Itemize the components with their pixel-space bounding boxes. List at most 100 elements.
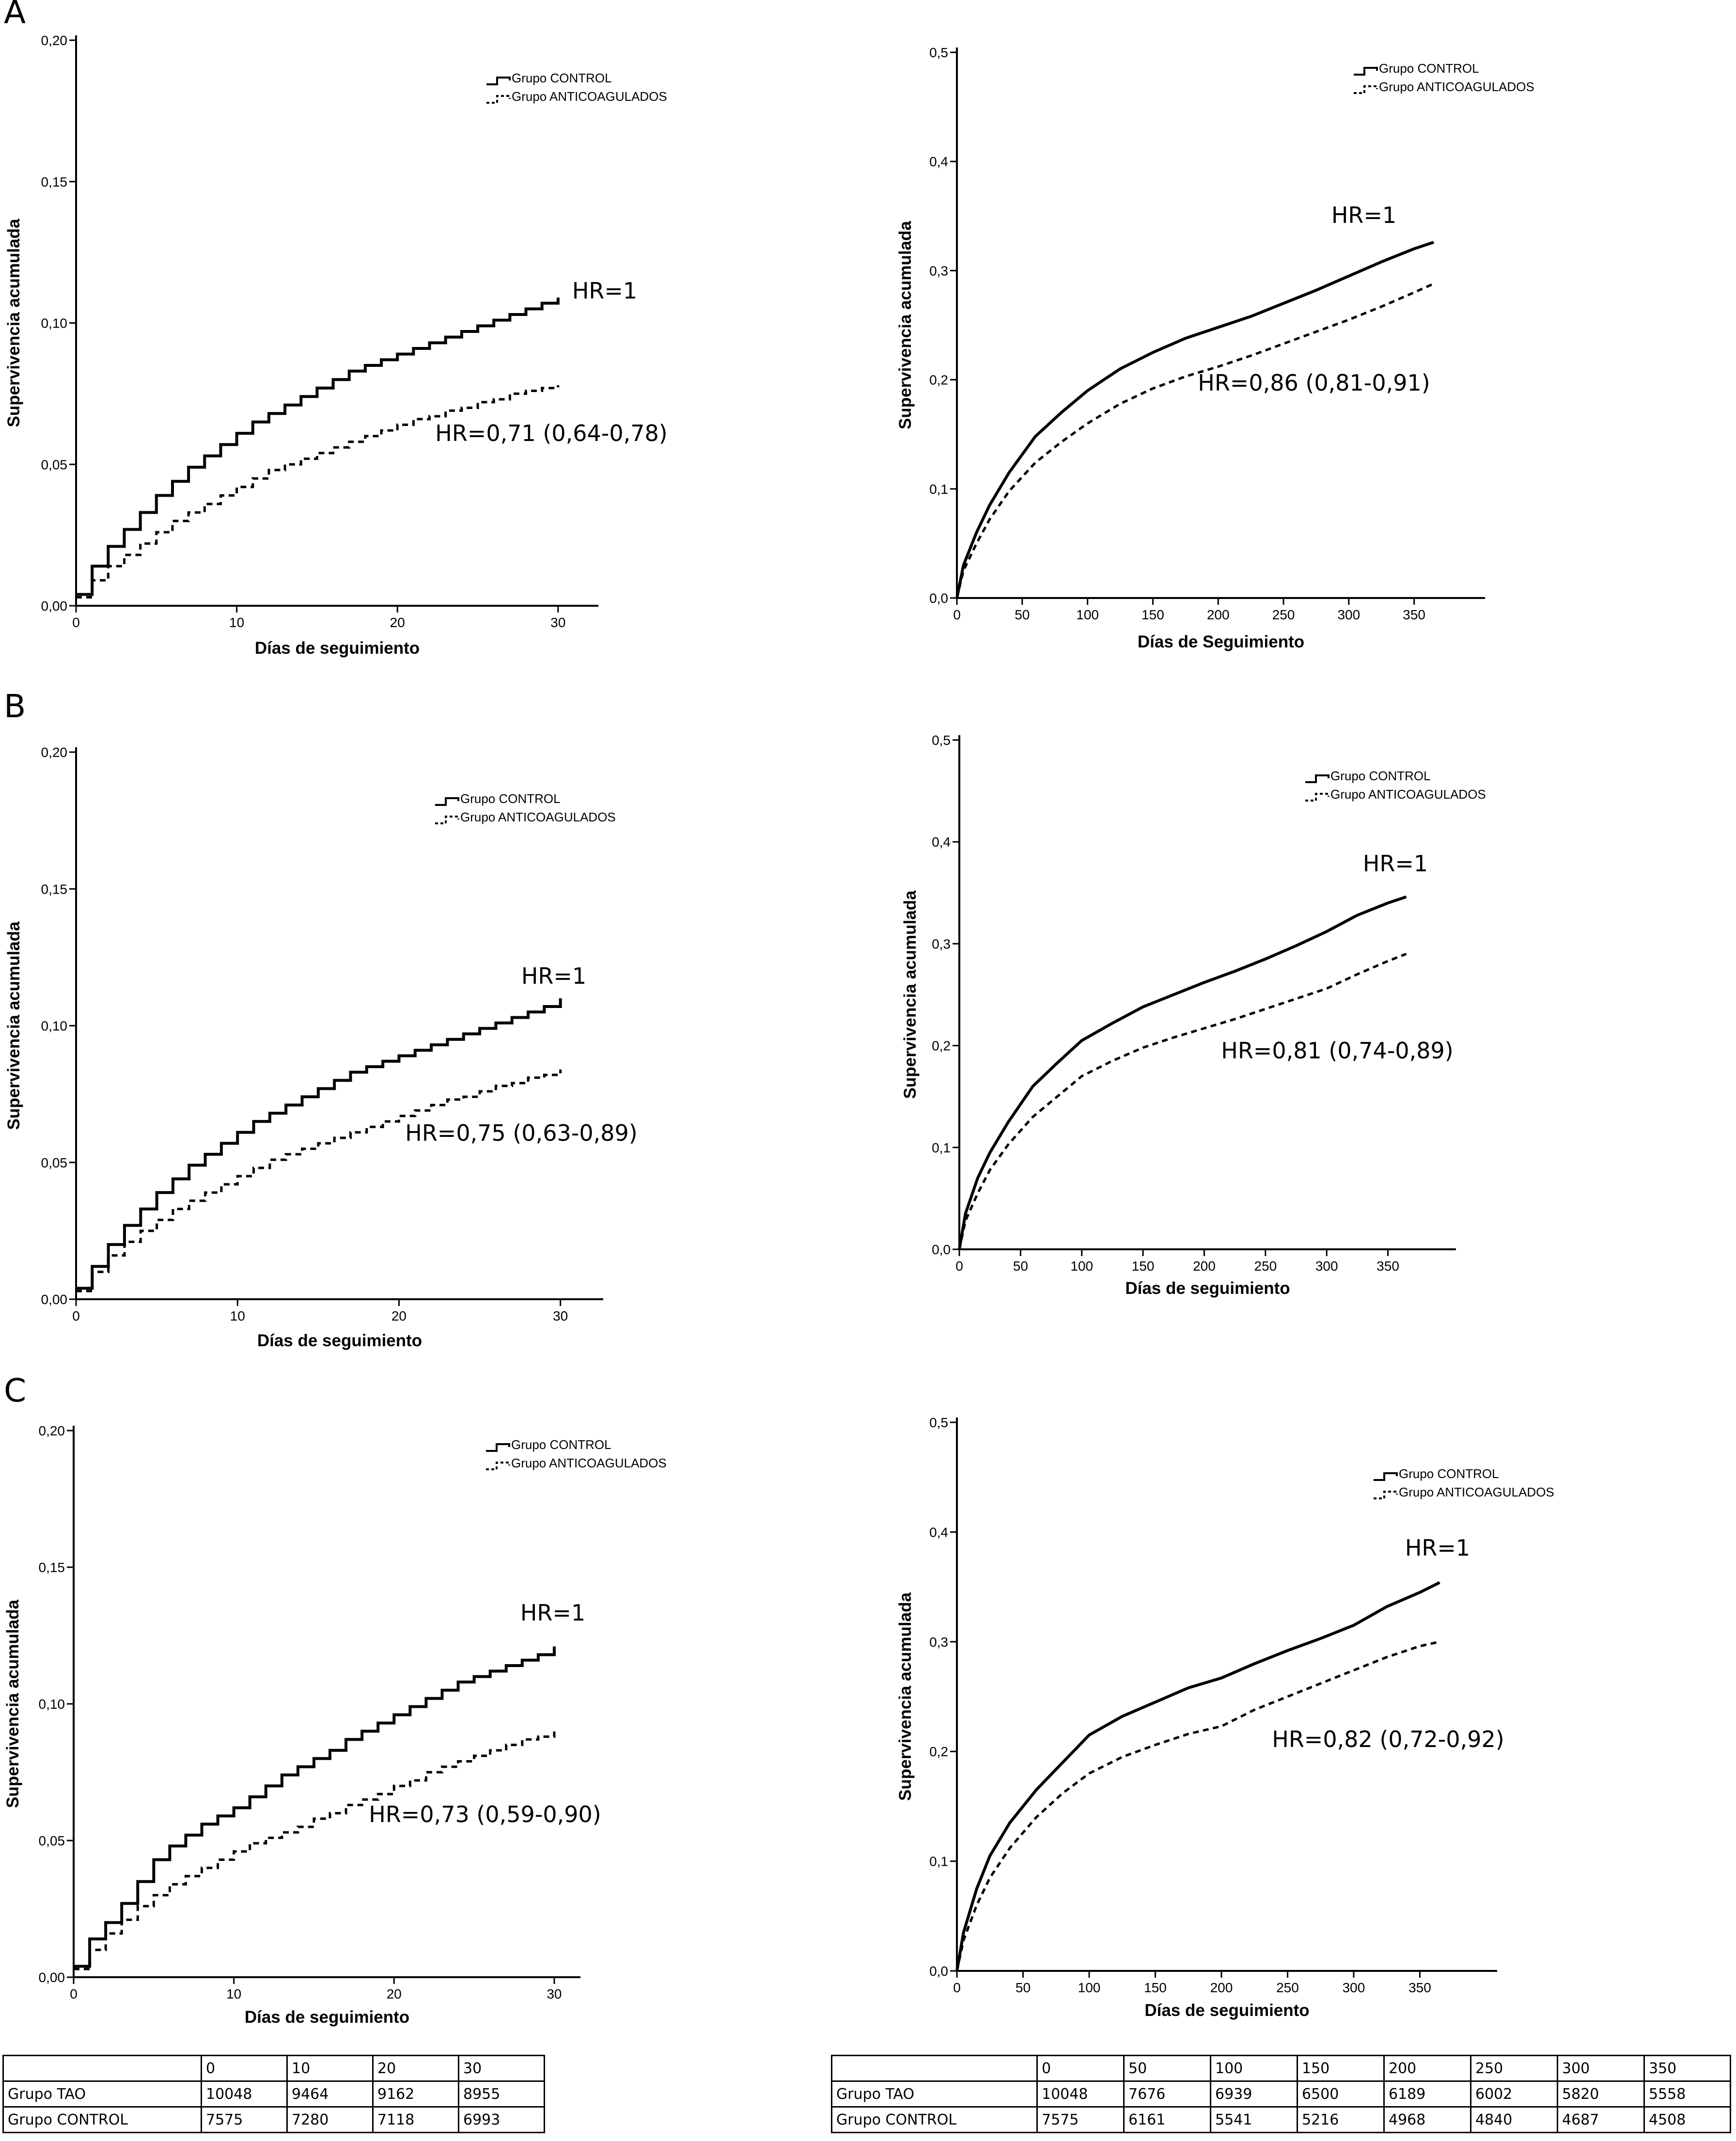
x-tick-label: 0 [72,1308,80,1323]
y-axis-label: Supervivencia acumulada [901,890,920,1099]
x-tick-label: 100 [1078,1980,1101,1995]
table-row: Grupo CONTROL 7575 7280 7118 6993 [2,2106,545,2133]
table-cell: 6189 [1383,2080,1471,2108]
y-axis-label: Supervivencia acumulada [3,1600,22,1808]
x-tick-label: 100 [1076,607,1099,622]
x-tick-label: 350 [1408,1980,1431,1995]
series-line-anticoagulados [958,953,1407,1250]
y-tick-label: 0,4 [929,1525,948,1540]
y-tick-label: 0,00 [39,1970,65,1985]
x-tick-label: 250 [1254,1259,1277,1274]
y-tick-label: 0,5 [929,45,948,60]
y-tick-label: 0,15 [41,882,68,897]
y-tick-label: 0,05 [41,457,68,472]
x-tick-label: 300 [1337,607,1360,622]
y-tick-label: 0,1 [929,482,948,497]
y-tick-label: 0,10 [41,1019,68,1034]
x-tick-label: 10 [226,1986,241,2001]
table-cell: 9464 [286,2080,374,2108]
series-line-anticoagulados [76,385,560,598]
x-tick-label: 50 [1015,607,1030,622]
hazard-ratio-label: HR=0,73 (0,59-0,90) [369,1801,601,1827]
table-cell: Grupo TAO [2,2080,202,2108]
y-tick-label: 0,10 [39,1697,65,1712]
x-axis-label: Días de seguimiento [257,1331,422,1350]
legend-swatch-control [486,77,511,85]
x-tick-label: 0 [953,607,961,622]
x-tick-label: 150 [1132,1259,1155,1274]
x-tick-label: 150 [1144,1980,1167,1995]
legend-swatch-control [486,1443,510,1452]
table-cell: 4508 [1643,2106,1731,2133]
table-header-row: 0 50 100 150 200 250 300 350 [831,2055,1731,2082]
table-header-cell: 30 [458,2055,545,2082]
x-axis-label: Días de seguimiento [1125,1279,1290,1298]
series-line-control [958,895,1407,1250]
legend-swatch-anticoagulados [1354,85,1378,94]
table-cell: 5216 [1297,2106,1385,2133]
table-cell: 4687 [1557,2106,1645,2133]
x-tick-label: 20 [387,1986,402,2001]
legend-item-label: Grupo ANTICOAGULADOS [1399,1485,1554,1499]
table-cell: 6002 [1470,2080,1558,2108]
table-header-cell [2,2055,202,2082]
x-tick-label: 0 [955,1259,963,1274]
x-tick-label: 30 [553,1308,568,1323]
legend-swatch-anticoagulados [1374,1491,1398,1499]
x-tick-label: 10 [229,615,244,630]
x-tick-label: 20 [391,1308,407,1323]
legend-item-label: Grupo CONTROL [1399,1466,1499,1481]
table-row: Grupo TAO 10048 9464 9162 8955 [2,2080,545,2108]
table-header-cell: 20 [372,2055,459,2082]
x-tick-label: 0 [953,1980,961,1995]
y-axis-label: Supervivencia acumulada [896,221,915,429]
table-header-cell: 0 [201,2055,288,2082]
legend-item-label: Grupo CONTROL [1330,769,1431,783]
legend-item-label: Grupo ANTICOAGULADOS [460,810,616,824]
table-cell: 5558 [1643,2080,1731,2108]
y-tick-label: 0,3 [929,263,948,278]
y-tick-label: 0,5 [932,733,951,748]
x-tick-label: 50 [1013,1259,1028,1274]
x-axis-label: Días de seguimiento [245,2008,409,2027]
y-tick-label: 0,1 [932,1140,951,1155]
legend-item-label: Grupo ANTICOAGULADOS [1379,79,1534,94]
hazard-ratio-label: HR=1 [1363,850,1428,877]
legend-item-label: Grupo CONTROL [511,1437,611,1452]
y-tick-label: 0,1 [929,1854,948,1869]
y-tick-label: 0,3 [932,936,951,951]
series-line-control [955,1581,1440,1971]
x-tick-label: 0 [72,615,80,630]
table-cell: 9162 [372,2080,459,2108]
x-axis-label: Días de seguimiento [1144,2001,1309,2020]
x-tick-label: 150 [1142,607,1164,622]
hazard-ratio-label: HR=0,82 (0,72-0,92) [1272,1726,1504,1752]
table-cell: Grupo CONTROL [2,2106,202,2133]
table-cell: 7676 [1123,2080,1211,2108]
x-axis-label: Días de seguimiento [255,639,420,658]
table-header-cell: 150 [1297,2055,1385,2082]
legend-swatch-control [1354,67,1378,76]
y-tick-label: 0,05 [41,1155,68,1170]
legend-swatch-control [1374,1472,1398,1481]
y-axis-label: Supervivencia acumulada [4,219,23,427]
y-tick-label: 0,0 [929,591,948,606]
table-header-cell: 250 [1470,2055,1558,2082]
y-axis-label: Supervivencia acumulada [896,1592,915,1801]
hazard-ratio-label: HR=1 [572,278,637,304]
series-line-anticoagulados [955,1640,1440,1971]
y-tick-label: 0,2 [932,1039,951,1054]
table-cell: 7575 [1036,2106,1125,2133]
y-tick-label: 0,3 [929,1635,948,1650]
legend-item-label: Grupo ANTICOAGULADOS [512,89,667,104]
y-tick-label: 0,4 [929,154,948,169]
table-cell: 6161 [1123,2106,1211,2133]
table-cell: 6993 [458,2106,545,2133]
table-cell: 10048 [201,2080,288,2108]
y-tick-label: 0,20 [41,745,68,760]
table-cell: 5541 [1210,2106,1298,2133]
y-tick-label: 0,00 [41,1292,68,1307]
x-tick-label: 350 [1403,607,1425,622]
series-line-control [76,998,562,1290]
hazard-ratio-label: HR=1 [521,963,586,989]
